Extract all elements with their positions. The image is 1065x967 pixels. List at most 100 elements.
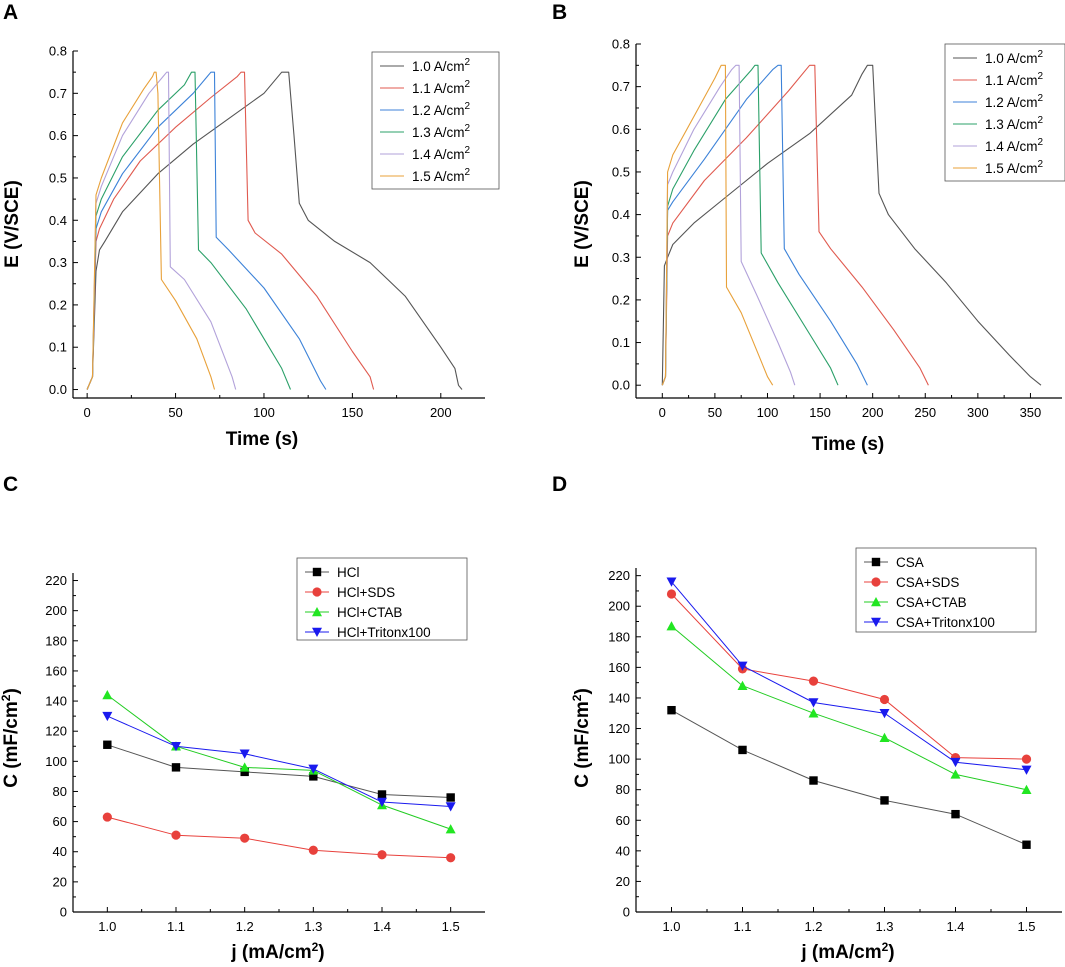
legend-label-text: 1.0 A/cm	[412, 59, 465, 74]
x-tick-label: 1.3	[875, 919, 893, 934]
legend-marker	[312, 587, 322, 597]
legend-marker	[312, 627, 322, 637]
data-point-series-1	[880, 796, 889, 805]
y-axis-title: E (V/SCE)	[572, 180, 593, 268]
panel-b: B 0.0 0.1 0.2 0.3 0.4 0.5 0.6 0.7 0.8 0 50 100 150 200…	[552, 1, 1065, 455]
y-tick-label: 100	[608, 752, 630, 767]
y-tick-label: 0.5	[49, 170, 67, 185]
data-point-series-4	[445, 802, 456, 812]
x-axis-title-text: j (mA/cm	[230, 942, 311, 963]
y-tick-label: 120	[608, 721, 630, 736]
panel-d: D 0 20 40 60 80 100 120 140 160 180 200 220 1.0 1.1 1.2…	[552, 473, 1062, 963]
x-tick-label: 1.0	[662, 919, 680, 934]
y-axis-title: C (mF/cm2)	[0, 688, 22, 788]
data-point-series-4	[1021, 765, 1032, 775]
legend-label: HCl+CTAB	[337, 605, 402, 620]
legend-label-text: HCl+SDS	[337, 585, 395, 600]
series-line-4	[671, 581, 1027, 771]
y-tick-label: 140	[608, 690, 630, 705]
legend-label-text: 1.5 A/cm	[985, 161, 1038, 176]
x-axis-title-superscript: 2	[882, 940, 889, 954]
legend-label-text: CSA+Tritonx100	[896, 615, 995, 630]
y-tick-label: 0	[60, 905, 67, 920]
data-point-series-1	[738, 745, 747, 755]
y-axis-title-text: C (mF/cm	[572, 701, 593, 788]
y-tick-label: 0.3	[612, 250, 630, 265]
y-tick-label: 0.7	[49, 86, 67, 101]
y-tick-label: 0.2	[49, 297, 67, 312]
x-axis-title: j (mA/cm2)	[800, 940, 894, 963]
y-tick-label: 200	[45, 603, 67, 618]
x-axis-title: Time (s)	[812, 434, 885, 455]
x-tick-label: 350	[1020, 405, 1042, 420]
x-tick-label: 1.2	[804, 919, 822, 934]
data-point-series-2	[240, 833, 250, 843]
data-point-series-2	[377, 850, 387, 860]
y-tick-label: 0.7	[612, 79, 630, 94]
y-axis-title-text: C (mF/cm	[1, 701, 22, 788]
x-tick-label: 200	[430, 405, 452, 420]
data-point-series-3	[102, 690, 113, 700]
legend-label: 1.1 A/cm2	[412, 79, 471, 96]
y-tick-label: 180	[608, 629, 630, 644]
panel-label-a: A	[3, 1, 18, 24]
data-point-series-3	[879, 732, 890, 742]
x-axis-title-text: Time (s)	[226, 429, 299, 450]
panel-a: A 0.0 0.1 0.2 0.3 0.4 0.5 0.6 0.7 0.8 0 50 100 150 200…	[2, 1, 500, 450]
data-point-series-2	[446, 853, 456, 863]
y-tick-label: 200	[608, 599, 630, 614]
legend-label: 1.2 A/cm2	[985, 93, 1044, 110]
y-tick-label: 0.5	[612, 164, 630, 179]
x-tick-label: 300	[967, 405, 989, 420]
panel-label-b: B	[552, 1, 567, 24]
data-point-series-4	[308, 764, 319, 774]
data-point-series-1	[1022, 840, 1031, 849]
data-point-series-3	[445, 824, 456, 834]
x-tick-label: 150	[809, 405, 831, 420]
legend-label-text: 1.1 A/cm	[985, 73, 1038, 88]
y-tick-label: 0.6	[612, 122, 630, 137]
x-tick-label: 200	[862, 405, 884, 420]
y-tick-label: 80	[616, 782, 630, 797]
x-tick-label: 1.5	[1017, 919, 1035, 934]
legend-label: 1.5 A/cm2	[412, 167, 471, 184]
y-tick-label: 0.0	[612, 378, 630, 393]
legend-label-superscript: 2	[1038, 93, 1044, 104]
data-point-series-4	[102, 711, 113, 722]
y-tick-label: 160	[45, 663, 67, 678]
data-point-series-1	[103, 740, 112, 749]
legend-label-text: 1.3 A/cm	[412, 125, 465, 140]
legend-label-text: CSA	[896, 555, 924, 570]
data-point-series-4	[879, 708, 890, 719]
x-axis-title-superscript: 2	[312, 940, 319, 954]
legend-label-superscript: 2	[1038, 71, 1044, 82]
y-tick-label: 120	[45, 724, 67, 739]
legend-marker	[871, 577, 881, 587]
x-axis-title: j (mA/cm2)	[230, 940, 324, 963]
series-line-3	[107, 694, 451, 830]
legend-label-superscript: 2	[1038, 115, 1044, 126]
y-tick-label: 0.4	[612, 207, 630, 222]
y-tick-label: 180	[45, 633, 67, 648]
data-point-series-4	[171, 742, 181, 752]
y-axis-title: C (mF/cm2)	[570, 688, 593, 788]
x-axis-title-suffix: )	[888, 942, 894, 963]
legend: CSA CSA+SDS CSA+CTAB CSA+Tritonx100	[855, 547, 1037, 633]
series-line-4	[107, 715, 451, 807]
y-tick-label: 80	[53, 784, 67, 799]
y-tick-label: 0.4	[49, 213, 67, 228]
y-tick-label: 60	[616, 813, 630, 828]
legend-label-text: CSA+SDS	[896, 575, 959, 590]
legend-label-superscript: 2	[1038, 159, 1044, 170]
y-tick-label: 0.8	[612, 37, 630, 52]
data-point-series-2	[666, 589, 677, 599]
legend-label: HCl+Tritonx100	[337, 625, 431, 640]
y-axis-title-suffix: )	[1, 688, 22, 694]
legend-label-text: 1.4 A/cm	[412, 147, 465, 162]
legend-label-text: CSA+CTAB	[896, 595, 967, 610]
series-line-2	[107, 816, 451, 859]
legend-label: CSA+Tritonx100	[896, 615, 995, 630]
x-tick-label: 50	[168, 405, 182, 420]
legend-marker	[871, 597, 881, 607]
